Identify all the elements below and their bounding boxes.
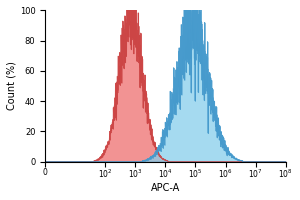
X-axis label: APC-A: APC-A	[151, 183, 180, 193]
Y-axis label: Count (%): Count (%)	[7, 62, 17, 110]
